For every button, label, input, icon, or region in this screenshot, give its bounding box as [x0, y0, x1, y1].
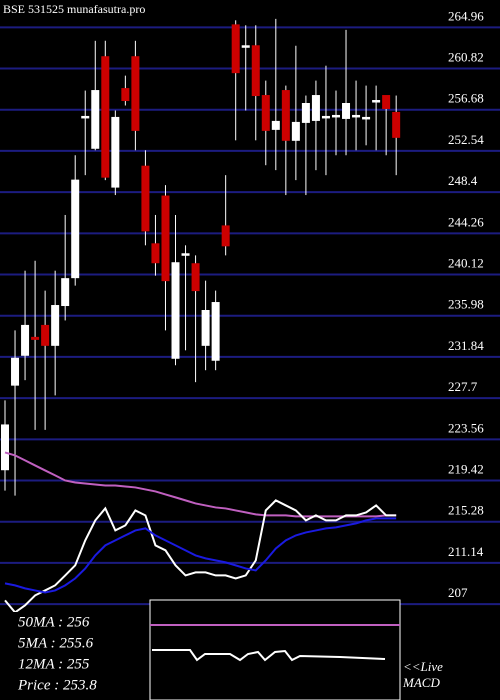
- candle-body: [161, 195, 170, 282]
- y-tick-label: 240.12: [448, 256, 484, 271]
- y-tick-label: 223.56: [448, 420, 484, 435]
- candle-body: [311, 95, 320, 121]
- indicator-line: [4, 517, 397, 594]
- y-tick-label: 207: [448, 585, 468, 600]
- candle-body: [61, 278, 70, 307]
- candle-body: [342, 103, 351, 119]
- annotation: <<Live: [403, 659, 443, 674]
- legend-entry: 12MA : 255: [18, 656, 90, 672]
- candle-body: [362, 116, 371, 120]
- candle-body: [121, 88, 130, 102]
- y-tick-label: 231.84: [448, 338, 484, 353]
- candle-body: [281, 90, 290, 141]
- candle-body: [321, 115, 330, 119]
- candle-body: [11, 357, 20, 386]
- candle-body: [81, 115, 90, 119]
- y-tick-label: 252.54: [448, 132, 484, 147]
- y-tick-label: 215.28: [448, 503, 484, 518]
- indicator-line: [4, 499, 397, 614]
- candle-body: [31, 336, 40, 340]
- y-tick-label: 264.96: [448, 8, 484, 23]
- candle-body: [151, 243, 160, 264]
- candle-body: [261, 95, 270, 131]
- y-tick-label: 248.4: [448, 173, 478, 188]
- y-tick-label: 244.26: [448, 214, 484, 229]
- macd-panel: [149, 599, 401, 700]
- candle-body: [271, 120, 280, 130]
- candle-body: [231, 24, 240, 74]
- candle-body: [211, 302, 220, 361]
- candle-body: [291, 121, 300, 141]
- candle-body: [352, 114, 361, 118]
- chart-title: BSE 531525 munafasutra.pro: [3, 2, 145, 16]
- candle-body: [131, 56, 140, 131]
- legend-entry: 50MA : 256: [18, 614, 90, 630]
- candle-body: [91, 90, 100, 149]
- candle-body: [392, 111, 401, 138]
- candle-body: [241, 45, 250, 48]
- candle-body: [21, 324, 30, 356]
- candle-body: [251, 45, 260, 97]
- y-tick-label: 227.7: [448, 379, 478, 394]
- candle-body: [372, 100, 381, 103]
- y-tick-label: 219.42: [448, 462, 484, 477]
- plot-area: 264.96 260.82 256.68 252.54 248.4 244.26 240.1…: [0, 8, 500, 614]
- legend-box: [0, 612, 148, 700]
- legend-entry: Price : 253.8: [17, 677, 97, 693]
- candle-body: [382, 95, 391, 109]
- y-tick-label: 211.14: [448, 544, 484, 559]
- macd-line: [152, 649, 386, 662]
- candle-body: [71, 179, 80, 279]
- y-tick-label: 235.98: [448, 297, 484, 312]
- y-tick-label: 256.68: [448, 91, 484, 106]
- candle-body: [221, 225, 230, 247]
- candle-body: [331, 114, 340, 118]
- candle-body: [191, 263, 200, 292]
- candle-body: [111, 116, 120, 188]
- candle-body: [41, 324, 50, 346]
- candle-body: [101, 56, 110, 178]
- annotation: MACD: [402, 675, 440, 690]
- candle-body: [51, 305, 60, 346]
- candle-body: [181, 253, 190, 256]
- indicator-line: [4, 451, 397, 518]
- y-tick-label: 260.82: [448, 50, 484, 65]
- candle-body: [141, 165, 150, 232]
- candle-body: [1, 424, 9, 471]
- candle-body: [171, 262, 180, 359]
- legend-entry: 5MA : 255.6: [18, 635, 94, 651]
- candle-body: [201, 309, 210, 346]
- candle-body: [301, 103, 310, 123]
